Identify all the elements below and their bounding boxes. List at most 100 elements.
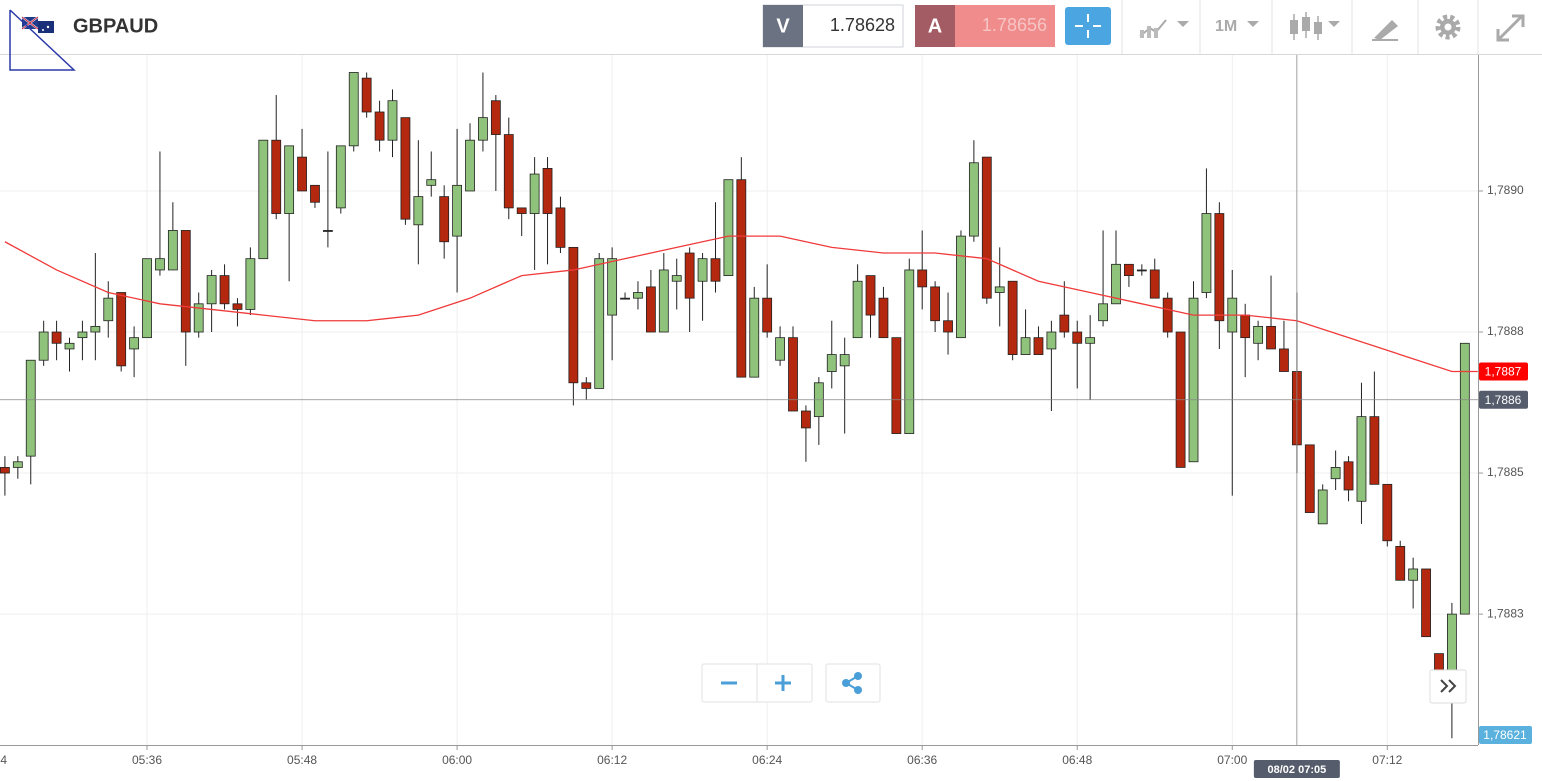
candle-body [271, 139, 282, 214]
x-tick-label: 05:36 [132, 753, 162, 767]
candle-body [736, 179, 747, 378]
y-tick-label: 1,7890 [1487, 183, 1524, 197]
candle-body [930, 286, 941, 322]
candle-body [490, 100, 501, 135]
selection-overlay [9, 9, 76, 71]
candle-body [219, 275, 230, 305]
candle-body [51, 331, 62, 344]
drawing-button[interactable] [1372, 20, 1398, 41]
candle-body [1111, 263, 1121, 305]
bid-price[interactable]: 1.78628 [830, 15, 895, 35]
ask-price[interactable]: 1.78656 [982, 15, 1047, 35]
chart-type-button[interactable] [1290, 12, 1340, 40]
candle-body [968, 162, 979, 237]
price-tag-label: 1,7886 [1485, 393, 1522, 407]
x-tick-label: 06:00 [442, 753, 472, 767]
candle-body [1020, 337, 1031, 355]
candle-body [1188, 297, 1199, 463]
candle-body [1085, 337, 1096, 344]
candle-body [1408, 568, 1419, 581]
interval-button[interactable]: 1M [1215, 18, 1259, 35]
toolbar: GBPAUD V 1.78628 A 1.78656 1M [0, 0, 1542, 55]
candle-body [516, 207, 527, 214]
candle-body [1124, 263, 1134, 276]
crosshair-button[interactable] [1065, 7, 1111, 45]
candle-body [206, 275, 217, 305]
candle-body [284, 145, 295, 214]
ma-tag-label: 1,7887 [1485, 365, 1522, 379]
candle-body [1395, 546, 1406, 581]
y-tick-label: 1,7883 [1487, 606, 1524, 620]
y-tick-label: 1,7885 [1487, 465, 1524, 479]
candle-body [155, 258, 165, 271]
candle-body [775, 337, 785, 361]
candle-body [891, 337, 902, 434]
bid-button[interactable]: V 1.78628 [762, 4, 904, 48]
overlay: 1,7886 1,7887 1,78621 08/02 07:05 [1253, 362, 1532, 778]
share-button[interactable] [825, 663, 881, 703]
candle-body [258, 139, 269, 260]
ask-label[interactable]: A [928, 15, 942, 37]
crosshair-tag [1253, 760, 1340, 778]
zoom-in[interactable] [775, 675, 791, 691]
fullscreen-button[interactable] [1496, 14, 1525, 42]
candle-body [917, 269, 928, 288]
crosshair-icon[interactable] [1075, 14, 1101, 38]
candle-body [839, 354, 850, 367]
interval-label[interactable]: 1M [1215, 18, 1237, 35]
candle-body [723, 179, 734, 276]
zoom-controls[interactable] [701, 663, 813, 703]
candle-body [1046, 331, 1057, 350]
candle-body [1369, 416, 1380, 485]
candle-body [400, 117, 411, 220]
scroll-to-end[interactable] [1429, 669, 1467, 704]
candle-body [749, 297, 760, 378]
settings-button[interactable] [1435, 14, 1461, 40]
ask-button[interactable]: A 1.78656 [915, 5, 1055, 47]
candle-body [503, 134, 514, 209]
bid-tag[interactable] [763, 5, 803, 47]
candle-body [1279, 348, 1289, 372]
candle-body [1266, 325, 1276, 350]
crosshair-bg[interactable] [1065, 7, 1111, 45]
candle-body [348, 72, 359, 147]
candle-body [12, 461, 23, 468]
candle-body [1356, 416, 1367, 502]
y-tick-label: 1,7888 [1487, 324, 1524, 338]
candle-body [310, 184, 320, 203]
candle-body [77, 331, 88, 339]
candle-body [1007, 280, 1018, 355]
candle-body [1201, 213, 1212, 293]
candle-body [1253, 325, 1264, 344]
candle-body [129, 337, 140, 350]
candle-body [956, 235, 966, 339]
candle-body [981, 156, 992, 299]
candle-body [245, 258, 256, 310]
candle-body [413, 196, 424, 226]
candle-body [607, 258, 618, 316]
candle-body [994, 286, 1005, 293]
candle-body [0, 467, 10, 474]
candle-body [762, 297, 773, 333]
candle-body [1149, 269, 1160, 299]
candle-body [1421, 568, 1431, 638]
candle-body [865, 275, 876, 316]
x-tick-label: 07:12 [1372, 753, 1402, 767]
candle-body [1459, 342, 1470, 615]
bid-label[interactable]: V [776, 15, 790, 37]
candle-body [142, 258, 152, 339]
candle-body [1317, 489, 1328, 525]
candle-body [943, 320, 953, 333]
candle-body [788, 337, 798, 412]
plot-area: 1,7890 1,7888 1,7885 1,7883 05:24 05:36 05:48 0… [0, 55, 1524, 767]
indicators-button[interactable] [1139, 19, 1189, 38]
x-tick-label: 05:24 [0, 753, 7, 767]
candle-body [671, 275, 682, 282]
candle-body [452, 184, 462, 237]
candle-body [1304, 444, 1315, 513]
ask-tag[interactable] [915, 5, 955, 47]
x-tick-label: 06:48 [1062, 753, 1092, 767]
moving-average [4, 235, 1478, 373]
candle-body [90, 325, 101, 333]
